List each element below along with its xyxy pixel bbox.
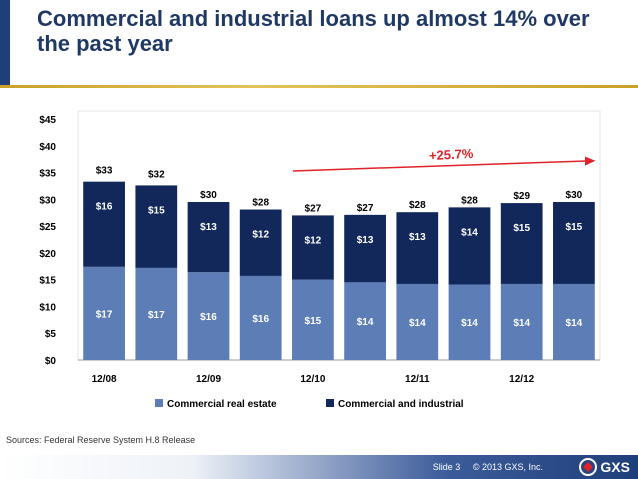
x-tick-label: 12/08 (92, 374, 117, 385)
legend-label-real-estate: Commercial real estate (167, 399, 277, 410)
data-label-total: $33 (96, 166, 113, 177)
bar-commercial-industrial (344, 214, 386, 283)
bar-real-estate (187, 272, 230, 360)
y-tick-label: $0 (45, 356, 57, 367)
title-divider (0, 85, 638, 88)
data-label-total: $28 (409, 200, 426, 211)
x-tick-label: 12/09 (196, 374, 221, 385)
bar-real-estate (135, 267, 178, 360)
data-label-real-estate: $14 (461, 318, 478, 329)
data-label-commercial-industrial: $12 (305, 235, 322, 246)
bar-commercial-industrial (448, 207, 491, 285)
bar-commercial-industrial (135, 185, 178, 268)
data-label-total: $32 (148, 169, 165, 180)
bar-commercial-industrial (500, 203, 543, 284)
bar-real-estate (448, 284, 491, 360)
y-tick-label: $45 (39, 115, 56, 126)
bar-commercial-industrial (396, 212, 439, 284)
title-bar: Commercial and industrial loans up almos… (0, 0, 638, 85)
data-label-real-estate: $14 (566, 318, 583, 329)
stacked-bar-chart: $0 $5 $10 $15 $20 $25 $30 $35 $40 $45 $17 $16 $33 12/… (39, 110, 601, 410)
footer-text: Slide 3 © 2013 GXS, Inc. (423, 462, 543, 472)
data-label-real-estate: $16 (252, 314, 269, 325)
y-tick-label: $20 (39, 249, 56, 260)
data-label-real-estate: $17 (96, 309, 113, 320)
bar-real-estate (500, 283, 543, 360)
bar-real-estate (83, 266, 125, 360)
y-tick-label: $10 (39, 302, 56, 313)
bar-real-estate (292, 279, 334, 360)
data-label-commercial-industrial: $13 (409, 232, 426, 243)
y-tick-label: $5 (45, 329, 57, 340)
data-label-total: $29 (513, 191, 530, 202)
y-tick-label: $30 (39, 195, 56, 206)
data-label-commercial-industrial: $15 (148, 205, 165, 216)
data-label-total: $27 (305, 203, 322, 214)
data-label-total: $30 (200, 190, 217, 201)
data-label-commercial-industrial: $13 (200, 222, 217, 233)
x-tick-label: 12/11 (405, 374, 430, 385)
bar-real-estate (396, 283, 439, 360)
footer-bar: Slide 3 © 2013 GXS, Inc. GXS (0, 455, 638, 479)
bar-commercial-industrial (292, 215, 334, 280)
data-label-total: $28 (461, 195, 478, 206)
source-note: Sources: Federal Reserve System H.8 Rele… (6, 435, 196, 445)
growth-annotation: +25.7% (429, 146, 475, 163)
bar-real-estate (344, 282, 386, 360)
bar-real-estate (239, 275, 282, 360)
legend-label-commercial-industrial: Commercial and industrial (338, 399, 464, 410)
legend-swatch-real-estate (155, 399, 163, 407)
data-label-real-estate: $15 (305, 316, 322, 327)
logo-text: GXS (600, 459, 630, 475)
y-tick-label: $15 (39, 276, 56, 287)
legend-swatch-commercial-industrial (326, 399, 334, 407)
data-label-real-estate: $14 (513, 318, 530, 329)
data-label-total: $30 (566, 190, 583, 201)
data-label-commercial-industrial: $16 (96, 202, 113, 213)
data-label-total: $27 (357, 203, 374, 214)
gxs-logo: GXS (579, 458, 630, 476)
data-label-total: $28 (252, 198, 269, 209)
x-tick-label: 12/10 (300, 374, 325, 385)
data-label-commercial-industrial: $12 (252, 230, 269, 241)
bar-commercial-industrial (187, 202, 230, 273)
data-label-real-estate: $16 (200, 312, 217, 323)
copyright: © 2013 GXS, Inc. (472, 462, 543, 472)
bar-commercial-industrial (239, 209, 282, 276)
y-tick-label: $25 (39, 222, 56, 233)
data-label-real-estate: $14 (357, 317, 374, 328)
bar-commercial-industrial (553, 202, 595, 284)
slide-number: Slide 3 (432, 462, 461, 472)
growth-arrow (292, 156, 596, 172)
chart-container: $0 $5 $10 $15 $20 $25 $30 $35 $40 $45 $17 $16 $33 12/… (28, 101, 608, 429)
slide-title: Commercial and industrial loans up almos… (37, 6, 590, 56)
gxs-logo-icon (579, 458, 598, 476)
bar-commercial-industrial (83, 181, 125, 267)
y-tick-label: $35 (39, 169, 56, 180)
data-label-commercial-industrial: $14 (461, 227, 478, 238)
data-label-real-estate: $14 (409, 318, 426, 329)
x-tick-label: 12/12 (509, 374, 534, 385)
bar-real-estate (553, 283, 595, 360)
data-label-commercial-industrial: $15 (566, 222, 583, 233)
y-tick-label: $40 (39, 142, 56, 153)
title-accent-bar (0, 0, 10, 85)
data-label-commercial-industrial: $15 (513, 223, 530, 234)
data-label-real-estate: $17 (148, 310, 165, 321)
data-label-commercial-industrial: $13 (357, 235, 374, 246)
